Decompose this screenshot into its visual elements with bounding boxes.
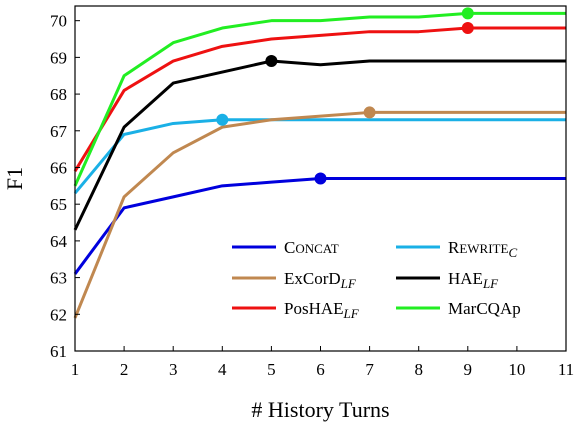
legend-label-poshae-lf: PosHAELF [284,299,360,321]
series-lines [73,11,566,319]
best-point-marker-concat [314,172,327,185]
y-tick-label: 70 [50,12,67,31]
x-tick-label: 7 [365,360,374,379]
best-point-marker-excord-lf [363,106,376,119]
series-line-rewrite-c [73,118,566,195]
y-tick-label: 65 [50,195,67,214]
best-point-marker-poshae-lf [461,22,474,35]
y-tick-label: 61 [50,342,67,361]
y-tick-label: 62 [50,305,67,324]
legend-label-concat: CONCAT [284,238,339,257]
x-tick-label: 1 [71,360,80,379]
series-line-poshae-lf [73,26,566,172]
series-line-concat [73,177,566,275]
x-tick-label: 3 [169,360,178,379]
x-tick-label: 2 [120,360,129,379]
best-point-marker-rewrite-c [216,113,229,126]
y-tick-label: 64 [50,232,68,251]
legend-label-marcqap: MarCQAp [448,299,521,318]
x-tick-label: 5 [267,360,276,379]
y-tick-label: 68 [50,85,67,104]
series-line-hae-lf [73,59,566,231]
x-tick-label: 11 [558,360,574,379]
x-tick-label: 10 [508,360,525,379]
x-axis-title: # History Turns [251,397,389,422]
best-point-marker-hae-lf [265,55,278,68]
x-tick-label: 6 [316,360,325,379]
legend: CONCAT REWRITEC ExCorDLF HAELF PosHAELF MarCQ… [232,238,521,321]
legend-label-excord-lf: ExCorDLF [284,269,357,291]
x-tick-label: 4 [218,360,227,379]
series-markers [216,7,474,185]
y-tick-label: 63 [50,269,67,288]
x-tick-label: 9 [464,360,473,379]
x-tick-label: 8 [414,360,423,379]
y-tick-label: 69 [50,48,67,67]
legend-label-rewrite-c: REWRITEC [448,238,517,260]
best-point-marker-marcqap [461,7,474,20]
y-tick-label: 67 [50,122,68,141]
series-line-marcqap [73,11,566,187]
y-tick-label: 66 [50,158,67,177]
y-axis-title: F1 [2,167,27,190]
legend-label-hae-lf: HAELF [448,269,499,291]
series-line-excord-lf [73,110,566,319]
